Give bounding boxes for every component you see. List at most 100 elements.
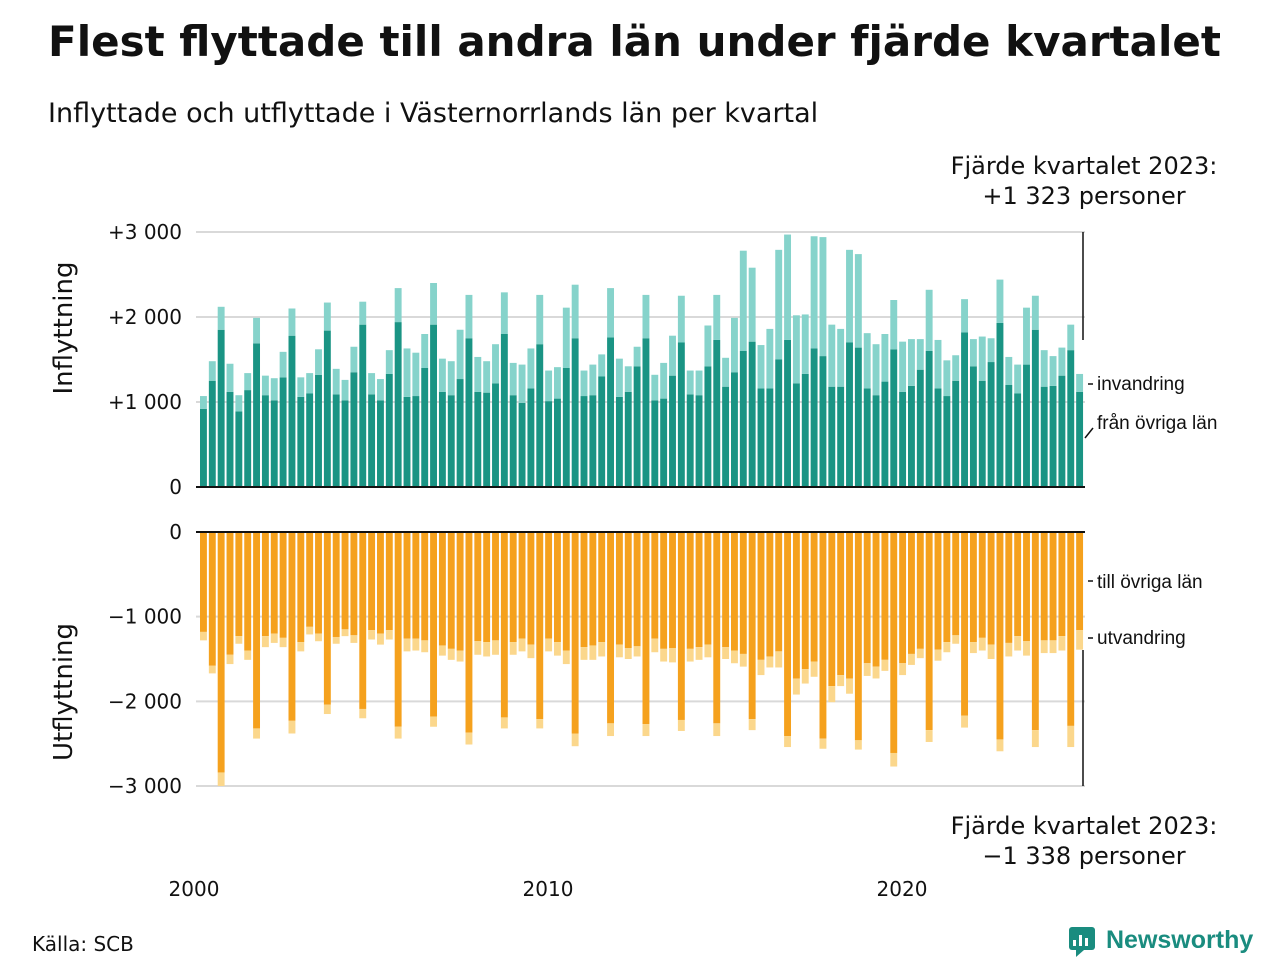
bar-utvandring — [899, 663, 907, 676]
bar-invandring — [925, 289, 933, 351]
bar-till-ovriga-lan — [447, 532, 455, 649]
bar-till-ovriga-lan — [1067, 532, 1075, 726]
bar-invandring — [279, 351, 287, 378]
bar-till-ovriga-lan — [766, 532, 774, 657]
bar-fran-ovriga-lan — [545, 401, 553, 487]
bar-invandring — [562, 307, 570, 368]
bar-fran-ovriga-lan — [483, 392, 491, 487]
top-note-line-1: Fjärde kvartalet 2023: — [951, 152, 1218, 180]
bar-utvandring — [642, 724, 650, 737]
bar-fran-ovriga-lan — [854, 347, 862, 487]
bar-utvandring — [669, 647, 676, 663]
bar-invandring — [288, 308, 296, 336]
bar-utvandring — [377, 633, 384, 645]
bar-utvandring — [1040, 640, 1048, 654]
outflow-y-tick-label: −1 000 — [108, 605, 182, 629]
bar-till-ovriga-lan — [978, 532, 986, 638]
bar-invandring — [1005, 356, 1013, 385]
bar-fran-ovriga-lan — [996, 322, 1004, 487]
bar-till-ovriga-lan — [890, 532, 898, 753]
bar-till-ovriga-lan — [854, 532, 862, 741]
bar-utvandring — [784, 736, 792, 748]
bar-fran-ovriga-lan — [863, 388, 871, 487]
bar-invandring — [492, 344, 499, 384]
bar-utvandring — [854, 740, 862, 750]
bar-invandring — [731, 317, 738, 373]
bar-utvandring — [925, 730, 933, 742]
bar-invandring — [695, 370, 703, 396]
bar-till-ovriga-lan — [722, 532, 730, 648]
bar-till-ovriga-lan — [509, 532, 517, 643]
bar-invandring — [217, 306, 225, 330]
bar-till-ovriga-lan — [642, 532, 650, 725]
bar-fran-ovriga-lan — [1031, 329, 1039, 487]
bar-utvandring — [846, 678, 853, 694]
bar-invandring — [527, 348, 535, 389]
bar-fran-ovriga-lan — [934, 388, 942, 487]
bar-fran-ovriga-lan — [492, 383, 499, 487]
bar-till-ovriga-lan — [421, 532, 429, 641]
bar-till-ovriga-lan — [1049, 532, 1057, 641]
bar-till-ovriga-lan — [819, 532, 827, 739]
bar-fran-ovriga-lan — [536, 344, 544, 487]
bar-invandring — [607, 288, 615, 338]
bar-till-ovriga-lan — [677, 532, 685, 720]
bar-fran-ovriga-lan — [412, 396, 420, 487]
bar-invandring — [474, 356, 482, 392]
bar-invandring — [996, 279, 1004, 323]
bar-fran-ovriga-lan — [580, 396, 588, 487]
bar-till-ovriga-lan — [607, 532, 615, 724]
bar-utvandring — [1023, 641, 1030, 656]
bar-fran-ovriga-lan — [589, 395, 597, 487]
bar-utvandring — [474, 641, 482, 655]
bar-till-ovriga-lan — [739, 532, 747, 654]
bar-fran-ovriga-lan — [598, 376, 606, 487]
bar-fran-ovriga-lan — [465, 338, 473, 487]
bar-invandring — [403, 348, 411, 397]
bar-fran-ovriga-lan — [943, 396, 951, 487]
bar-fran-ovriga-lan — [421, 368, 429, 487]
bar-utvandring — [1076, 630, 1084, 650]
outflow-panel: 0 −1 000 −2 000 −3 000 — [108, 520, 1093, 798]
bar-utvandring — [350, 635, 358, 643]
bar-invandring — [244, 373, 252, 391]
bar-utvandring — [315, 633, 322, 642]
bar-fran-ovriga-lan — [899, 391, 907, 487]
bar-utvandring — [633, 646, 641, 657]
bar-fran-ovriga-lan — [1049, 385, 1057, 487]
bar-fran-ovriga-lan — [987, 362, 995, 487]
bar-invandring — [270, 378, 278, 401]
bar-utvandring — [226, 654, 234, 665]
bar-fran-ovriga-lan — [438, 391, 446, 487]
bar-invandring — [766, 328, 774, 389]
bar-utvandring — [270, 633, 278, 643]
bar-fran-ovriga-lan — [739, 351, 747, 487]
bar-fran-ovriga-lan — [837, 386, 845, 487]
bar-fran-ovriga-lan — [235, 411, 243, 487]
bar-fran-ovriga-lan — [890, 349, 898, 487]
bar-till-ovriga-lan — [651, 532, 659, 639]
x-tick-label: 2000 — [169, 877, 220, 901]
bar-till-ovriga-lan — [1005, 532, 1013, 643]
bar-invandring — [261, 375, 269, 396]
bar-utvandring — [731, 650, 738, 664]
bar-utvandring — [421, 640, 429, 653]
bar-till-ovriga-lan — [253, 532, 261, 729]
bar-fran-ovriga-lan — [695, 395, 703, 487]
bar-fran-ovriga-lan — [872, 395, 880, 487]
bar-till-ovriga-lan — [438, 532, 446, 646]
bar-invandring — [837, 328, 845, 387]
bar-till-ovriga-lan — [1058, 532, 1066, 637]
bar-invandring — [1058, 347, 1066, 376]
bar-till-ovriga-lan — [492, 532, 499, 641]
bar-invandring — [890, 300, 898, 350]
bar-utvandring — [554, 642, 561, 656]
bar-fran-ovriga-lan — [447, 395, 455, 487]
bar-fran-ovriga-lan — [660, 398, 668, 487]
bar-fran-ovriga-lan — [828, 386, 836, 487]
bar-invandring — [589, 364, 597, 396]
bar-fran-ovriga-lan — [819, 356, 827, 487]
bar-utvandring — [562, 650, 570, 665]
bar-utvandring — [748, 719, 756, 731]
